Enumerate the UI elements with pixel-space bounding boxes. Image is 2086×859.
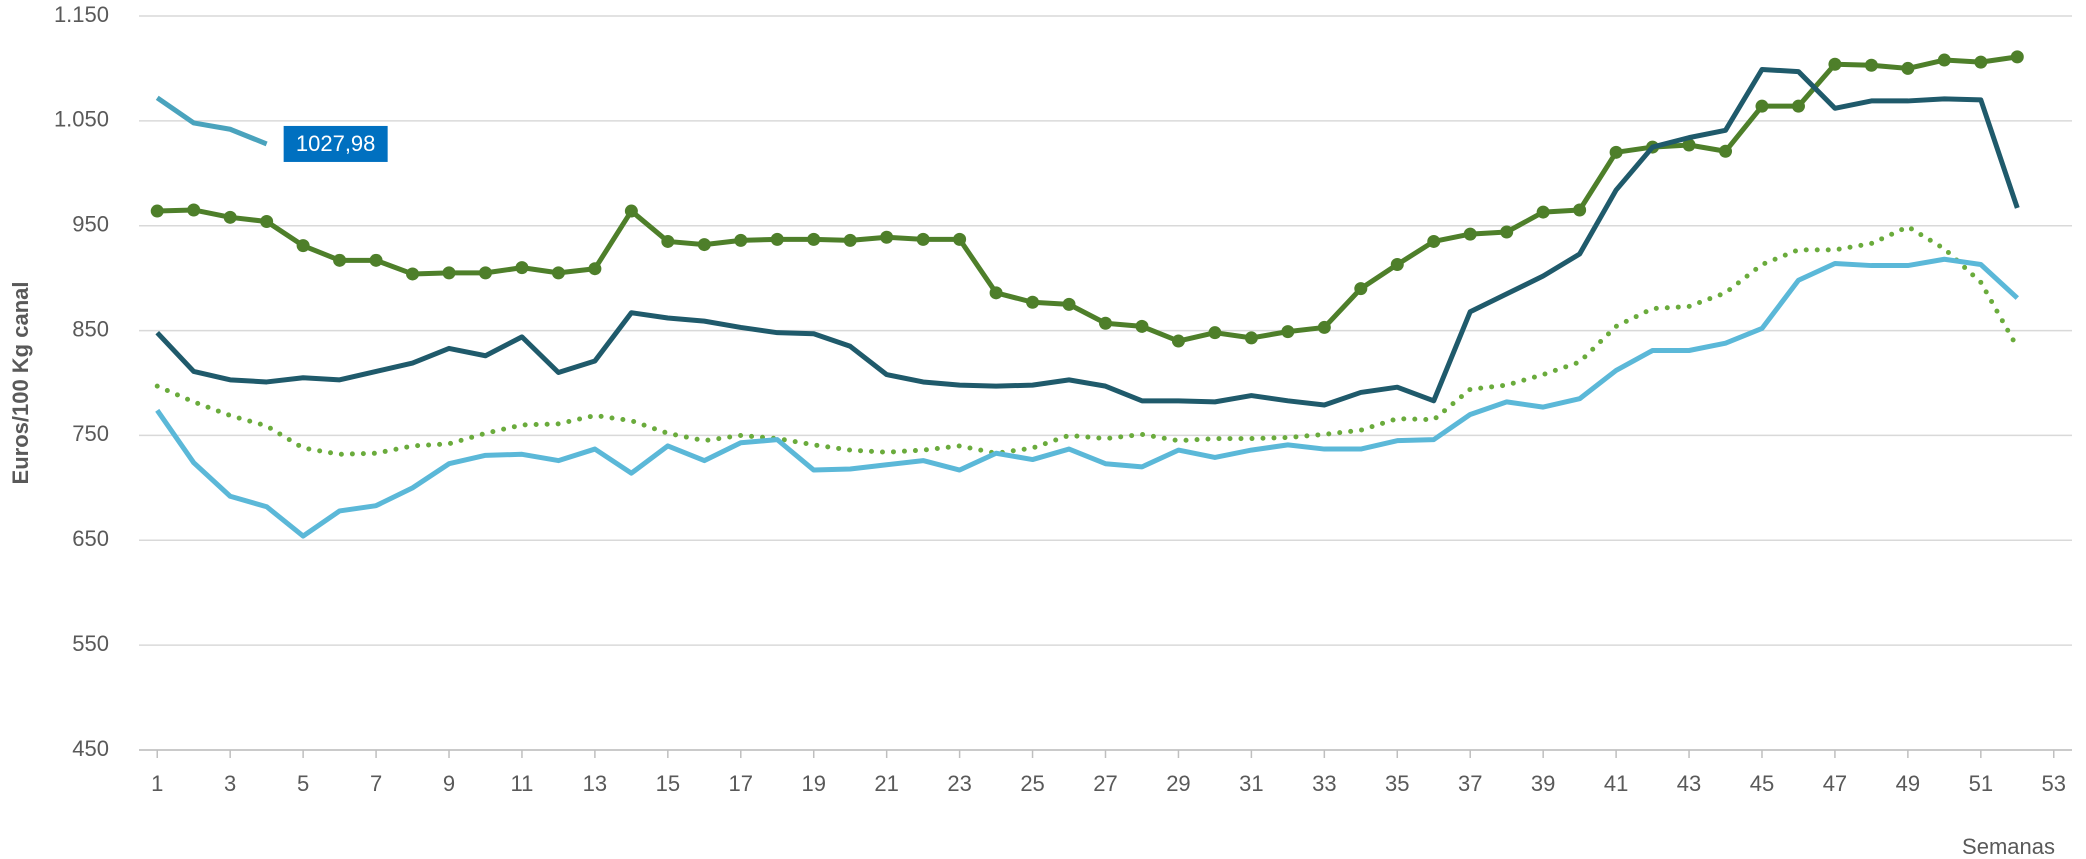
line-marker <box>1828 57 1842 71</box>
line-marker <box>953 232 967 246</box>
x-tick-label: 11 <box>511 771 534 796</box>
line-marker <box>624 204 638 218</box>
x-tick-label: 17 <box>729 771 753 796</box>
line-marker <box>1208 326 1222 340</box>
series-line <box>155 66 2020 408</box>
line-marker <box>1463 227 1477 241</box>
line-marker <box>1791 99 1805 113</box>
x-tick-label: 41 <box>1604 771 1628 796</box>
x-tick-label: 37 <box>1458 771 1482 796</box>
line-marker <box>1937 53 1951 67</box>
line-marker <box>1427 234 1441 248</box>
line-marker <box>1354 282 1368 296</box>
line-marker <box>1864 58 1878 72</box>
line-marker <box>1390 258 1404 272</box>
y-tick-label: 550 <box>72 631 109 656</box>
line-marker <box>1500 225 1514 239</box>
y-tick-label: 450 <box>72 736 109 761</box>
y-tick-label: 650 <box>72 526 109 551</box>
x-tick-label: 51 <box>1969 771 1993 796</box>
x-axis-label: Semanas <box>1962 834 2055 859</box>
x-tick-label: 19 <box>801 771 825 796</box>
line-marker <box>478 266 492 280</box>
y-axis-label: Euros/100 Kg canal <box>8 282 33 485</box>
line-marker <box>843 233 857 247</box>
line-marker <box>1099 316 1112 330</box>
series-line <box>155 95 268 147</box>
y-tick-label: 1.150 <box>54 2 109 27</box>
line-marker <box>1901 61 1915 75</box>
x-tick-label: 13 <box>583 771 607 796</box>
series-line <box>155 256 2019 539</box>
x-tick-label: 53 <box>2042 771 2066 796</box>
line-marker <box>1755 99 1769 113</box>
line-marker <box>1719 144 1733 158</box>
line-marker <box>1609 145 1623 159</box>
line-marker <box>1135 319 1149 333</box>
x-tick-label: 1 <box>151 771 163 796</box>
line-marker <box>916 232 930 246</box>
x-tick-label: 23 <box>947 771 971 796</box>
line-marker <box>1281 325 1295 339</box>
line-marker <box>661 234 675 248</box>
line-marker <box>807 232 821 246</box>
x-tick-label: 3 <box>224 771 236 796</box>
x-tick-label: 43 <box>1677 771 1701 796</box>
line-marker <box>442 266 456 280</box>
line-marker <box>1536 205 1550 219</box>
line-marker <box>770 232 784 246</box>
x-tick-label: 39 <box>1531 771 1555 796</box>
series-line <box>154 224 2020 457</box>
line-marker <box>1244 331 1258 345</box>
line-marker <box>1026 295 1040 309</box>
x-tick-label: 27 <box>1093 771 1117 796</box>
line-marker <box>223 210 237 224</box>
x-tick-label: 33 <box>1312 771 1336 796</box>
line-marker <box>515 261 529 275</box>
line-marker <box>406 267 420 281</box>
line-marker <box>551 266 565 280</box>
y-tick-label: 750 <box>72 421 109 446</box>
x-tick-label: 49 <box>1896 771 1920 796</box>
value-label: 1027,98 <box>296 131 376 156</box>
line-marker <box>588 262 602 276</box>
line-marker <box>1062 297 1076 311</box>
x-tick-label: 31 <box>1239 771 1263 796</box>
x-tick-label: 45 <box>1750 771 1774 796</box>
line-marker <box>1682 138 1696 152</box>
line-marker <box>296 239 310 253</box>
line-marker <box>989 286 1003 300</box>
x-tick-label: 25 <box>1020 771 1044 796</box>
line-marker <box>333 253 347 267</box>
line-marker <box>1573 203 1587 217</box>
x-tick-label: 5 <box>297 771 309 796</box>
x-tick-label: 15 <box>656 771 680 796</box>
value-label-box <box>283 125 388 162</box>
line-marker <box>1974 55 1988 69</box>
line-marker <box>2010 50 2024 64</box>
x-tick-label: 7 <box>370 771 382 796</box>
line-marker <box>697 238 711 252</box>
y-tick-label: 950 <box>72 212 109 237</box>
line-marker <box>369 253 383 267</box>
line-marker <box>260 215 274 229</box>
y-tick-label: 850 <box>72 316 109 341</box>
line-marker <box>187 203 201 217</box>
x-tick-label: 9 <box>443 771 455 796</box>
line-marker <box>150 204 164 218</box>
x-tick-label: 29 <box>1166 771 1190 796</box>
x-tick-label: 35 <box>1385 771 1409 796</box>
x-tick-label: 21 <box>874 771 898 796</box>
series-line <box>157 54 2018 344</box>
line-marker <box>880 230 894 244</box>
y-tick-label: 1.050 <box>54 107 109 132</box>
line-marker <box>1171 334 1185 348</box>
x-tick-label: 47 <box>1823 771 1847 796</box>
line-marker <box>734 233 748 247</box>
line-marker <box>1317 320 1331 334</box>
